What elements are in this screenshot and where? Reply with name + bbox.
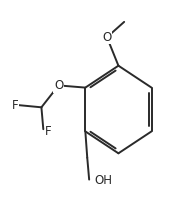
Text: O: O (102, 31, 112, 44)
Text: OH: OH (94, 174, 112, 187)
Text: F: F (12, 99, 18, 112)
Text: F: F (45, 125, 52, 138)
Text: O: O (54, 79, 63, 92)
